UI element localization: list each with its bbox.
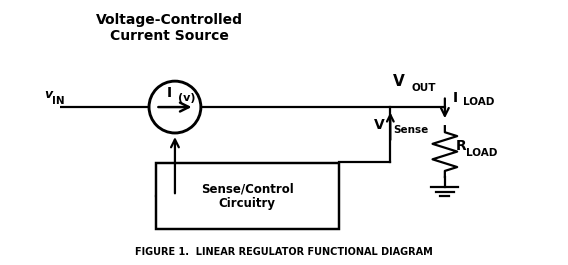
Text: Sense/Control
Circuitry: Sense/Control Circuitry bbox=[201, 182, 294, 210]
Text: OUT: OUT bbox=[411, 83, 436, 93]
Text: V: V bbox=[374, 118, 385, 132]
Text: V: V bbox=[393, 74, 405, 89]
Text: Sense: Sense bbox=[393, 125, 428, 135]
Text: LOAD: LOAD bbox=[463, 97, 494, 107]
Text: v: v bbox=[44, 88, 52, 101]
Text: Voltage-Controlled
Current Source: Voltage-Controlled Current Source bbox=[96, 13, 243, 43]
Text: I: I bbox=[167, 86, 172, 100]
Text: LOAD: LOAD bbox=[466, 148, 497, 158]
FancyBboxPatch shape bbox=[156, 163, 339, 229]
Text: R: R bbox=[456, 139, 466, 153]
Text: (v): (v) bbox=[178, 93, 196, 103]
Text: I: I bbox=[453, 91, 458, 105]
Text: FIGURE 1.  LINEAR REGULATOR FUNCTIONAL DIAGRAM: FIGURE 1. LINEAR REGULATOR FUNCTIONAL DI… bbox=[135, 247, 433, 257]
Text: IN: IN bbox=[52, 96, 65, 106]
